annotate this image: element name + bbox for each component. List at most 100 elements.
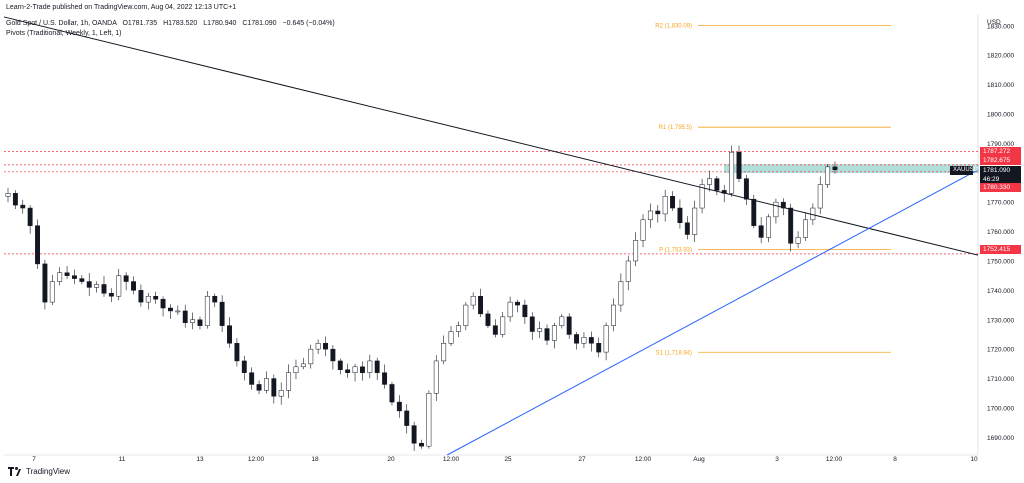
- candle-bearish: [832, 166, 838, 171]
- candle-bearish: [780, 201, 786, 209]
- candle-bullish: [5, 193, 11, 197]
- brand-label: TradingView: [26, 467, 71, 476]
- candle-bearish: [227, 325, 232, 344]
- candle-bullish: [308, 348, 314, 365]
- y-tick-label: 1750.000: [987, 258, 1014, 265]
- candle-bearish: [241, 360, 247, 373]
- publisher-line: Learn-2-Trade published on TradingView.c…: [6, 4, 237, 11]
- candle-bullish: [817, 184, 823, 209]
- y-tick-label: 1720.000: [987, 347, 1014, 354]
- candle-bearish: [670, 196, 676, 209]
- x-tick-label: 25: [504, 456, 512, 463]
- candle-bearish: [64, 272, 70, 276]
- candle-bullish: [300, 363, 306, 368]
- symbol-title[interactable]: Gold Spot / U.S. Dollar, 1h, OANDA: [6, 20, 117, 27]
- candle-bearish: [337, 360, 343, 370]
- candle-bearish: [655, 210, 661, 215]
- x-tick-label: 27: [578, 456, 586, 463]
- price-tag-1: 1787.272: [980, 147, 1021, 156]
- y-tick-label: 1770.000: [987, 200, 1014, 207]
- x-tick-label: 8: [893, 456, 897, 463]
- candle-bearish: [478, 295, 484, 315]
- x-tick-label: 7: [32, 456, 36, 463]
- candle-bearish: [167, 307, 173, 312]
- x-tick-label: 12:00: [635, 456, 652, 463]
- y-tick-label: 1810.000: [987, 82, 1014, 89]
- x-tick-label: 12:00: [826, 456, 843, 463]
- candle-bearish: [492, 325, 498, 335]
- y-tick-label: 1800.000: [987, 111, 1014, 118]
- candle-bullish: [803, 219, 808, 238]
- candle-bearish: [684, 222, 690, 235]
- pivots-indicator-label[interactable]: Pivots (Traditional, Weekly, 1, Left, 1): [6, 30, 122, 37]
- candle-bearish: [86, 281, 92, 288]
- candle-bearish: [197, 319, 203, 326]
- candle-bullish: [611, 304, 616, 326]
- candle-bearish: [138, 290, 144, 303]
- candle-bearish: [588, 337, 594, 344]
- candle-bullish: [286, 372, 292, 391]
- candle-bearish: [42, 263, 48, 303]
- pivot-label-r1: R1 (1,795.5): [659, 125, 692, 131]
- candle-bullish: [315, 343, 321, 350]
- candle-bullish: [559, 316, 565, 326]
- candle-bullish: [729, 151, 735, 194]
- candle-bearish: [714, 178, 720, 191]
- currency-label: USD: [987, 19, 1001, 26]
- candle-bearish: [20, 204, 26, 209]
- candle-bearish: [359, 366, 365, 373]
- current-price-tag: 1781.090: [980, 166, 1021, 175]
- candle-bullish: [537, 328, 543, 332]
- candle-bullish: [625, 260, 631, 282]
- price-tag-3: 1780.330: [980, 183, 1021, 192]
- candle-bullish: [367, 360, 373, 373]
- candle-bullish: [263, 378, 269, 391]
- ohlc-values: O1781.735 H1783.520 L1780.940 C1781.090 …: [118, 20, 334, 27]
- candle-bearish: [389, 384, 395, 403]
- candle-bullish: [352, 366, 358, 373]
- ohlc-close: C1781.090: [242, 20, 277, 27]
- x-tick-label: 10: [970, 456, 978, 463]
- candle-bearish: [574, 334, 580, 344]
- x-tick-label: Aug: [693, 456, 705, 463]
- candle-bearish: [256, 384, 262, 391]
- candle-bearish: [35, 225, 40, 265]
- candle-bearish: [27, 207, 33, 226]
- candle-bullish: [618, 281, 624, 306]
- candle-bullish: [455, 325, 461, 332]
- candle-bearish: [108, 293, 114, 297]
- tradingview-logo[interactable]: TradingView: [8, 467, 70, 476]
- candle-bearish: [758, 225, 764, 238]
- candle-bullish: [640, 219, 646, 241]
- candle-bearish: [596, 343, 602, 353]
- candle-bearish: [522, 304, 528, 318]
- ascending-trendline: [446, 169, 979, 456]
- symbol-tag: XAUUSD: [950, 166, 978, 175]
- candle-bullish: [551, 325, 557, 341]
- pivot-label-s1: S1 (1,718.94): [656, 350, 692, 356]
- candle-bearish: [411, 425, 417, 444]
- candle-bearish: [323, 343, 328, 350]
- candle-bearish: [72, 275, 77, 279]
- countdown-tag: 46:29: [980, 175, 1021, 184]
- candle-bullish: [766, 216, 771, 238]
- y-tick-label: 1760.000: [987, 229, 1014, 236]
- candle-bullish: [647, 210, 653, 221]
- x-tick-label: 3: [775, 456, 779, 463]
- pivot-label-r2: R2 (1,830.09): [655, 23, 692, 29]
- candle-bullish: [707, 178, 712, 185]
- candle-bearish: [396, 401, 402, 412]
- x-tick-label: 11: [119, 456, 126, 463]
- candle-bearish: [404, 410, 410, 426]
- candle-bearish: [212, 295, 218, 303]
- y-tick-label: 1820.000: [987, 53, 1014, 60]
- x-tick-label: 20: [387, 456, 395, 463]
- y-tick-label: 1830.000: [987, 23, 1014, 30]
- candle-bearish: [79, 278, 85, 282]
- candle-bearish: [743, 178, 749, 200]
- x-tick-label: 12:00: [443, 456, 460, 463]
- price-tag-4: 1752.415: [980, 245, 1021, 254]
- y-tick-label: 1690.000: [987, 435, 1014, 442]
